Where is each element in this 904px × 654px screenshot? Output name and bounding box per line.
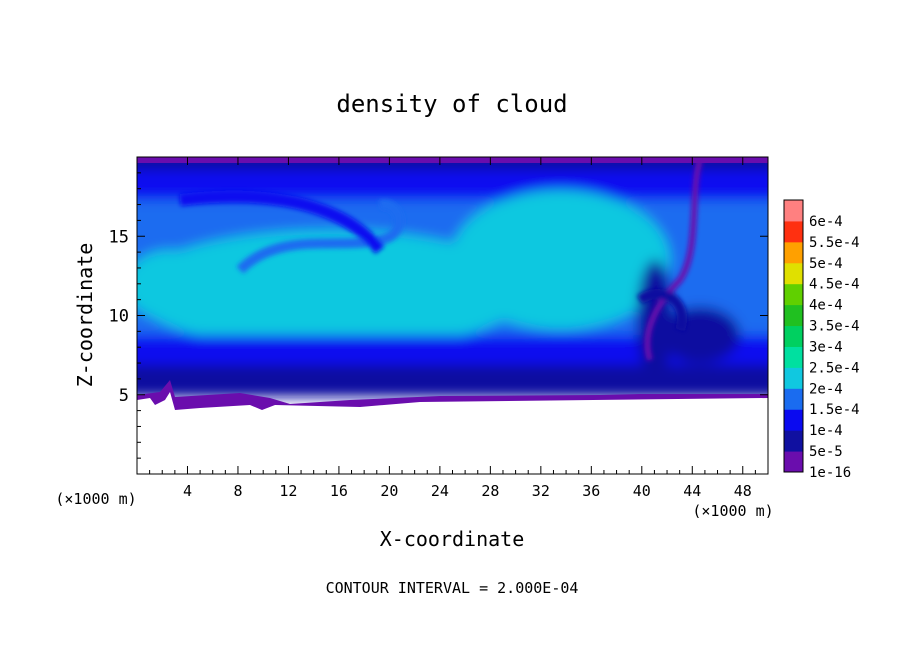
colorbar-label: 5e-4: [809, 256, 843, 272]
field-core-right: [450, 190, 670, 330]
x-tick-label: 48: [734, 482, 752, 500]
colorbar-label: 3e-4: [809, 339, 843, 355]
swirl-filament-2: [179, 190, 385, 254]
colorbar-label: 1e-16: [809, 465, 851, 481]
y-tick-label: 10: [109, 307, 129, 327]
heatmap-field: [137, 157, 768, 474]
colorbar-swatch: [784, 388, 803, 410]
x-tick-label: 24: [431, 482, 449, 500]
colorbar-label: 1.5e-4: [809, 402, 860, 418]
colorbar-swatch: [784, 325, 803, 347]
colorbar-swatch: [784, 430, 803, 452]
colorbar-label: 3.5e-4: [809, 319, 860, 335]
colorbar-swatch: [784, 241, 803, 264]
x-tick-label: 16: [330, 482, 348, 500]
colorbar-swatch: [784, 262, 803, 285]
no-cloud-region: [137, 392, 768, 474]
y-unit-label: (×1000 m): [55, 490, 136, 508]
colorbar: 1e-16 5e-5 1e-4 1.5e-4 2e-4 2.5e-4 3e-4 3.5e-4 4…: [783, 199, 860, 481]
colorbar-label: 4.5e-4: [809, 277, 860, 293]
contour-interval-note: CONTOUR INTERVAL = 2.000E-04: [326, 579, 579, 597]
colorbar-label: 5.5e-4: [809, 235, 860, 251]
colorbar-swatch: [784, 200, 803, 222]
x-tick-label: 20: [380, 482, 398, 500]
colorbar-swatch: [784, 367, 803, 389]
x-tick-label: 36: [582, 482, 600, 500]
x-tick-label: 28: [481, 482, 499, 500]
colorbar-swatch: [784, 346, 803, 368]
top-edge-purple: [137, 157, 768, 163]
y-axis-label: Z-coordinate: [73, 243, 97, 388]
colorbar-label: 2e-4: [809, 381, 843, 397]
colorbar-swatch: [784, 304, 803, 327]
x-axis-ticks: 4 8 12 16 20 24 28 32 36 40 44 48: [149, 157, 756, 500]
colorbar-label: 6e-4: [809, 214, 843, 230]
colorbar-frame: [783, 199, 804, 473]
colorbar-swatch: [784, 283, 803, 306]
y-tick-label: 15: [109, 227, 129, 247]
updraft-core: [637, 289, 687, 332]
colorbar-swatch: [784, 220, 803, 243]
x-axis-label: X-coordinate: [380, 527, 525, 551]
field-core-west: [137, 250, 215, 320]
x-tick-label: 44: [683, 482, 701, 500]
y-tick-label: 5: [119, 386, 129, 406]
field-core-left: [137, 230, 530, 350]
field-updraft-right: [660, 307, 740, 363]
x-tick-label: 40: [633, 482, 651, 500]
x-unit-label: (×1000 m): [692, 502, 773, 520]
x-tick-label: 8: [233, 482, 242, 500]
colorbar-label: 5e-5: [809, 444, 843, 460]
colorbar-swatch: [784, 409, 803, 431]
colorbar-label: 2.5e-4: [809, 360, 860, 376]
x-tick-label: 12: [279, 482, 297, 500]
y-axis-ticks: 5 10 15: [109, 172, 768, 459]
chart-title: density of cloud: [336, 90, 567, 118]
colorbar-label: 1e-4: [809, 423, 843, 439]
x-tick-label: 32: [532, 482, 550, 500]
updraft-plume: [644, 159, 703, 361]
colorbar-swatch: [784, 451, 803, 473]
colorbar-label: 4e-4: [809, 298, 843, 314]
x-tick-label: 4: [183, 482, 192, 500]
field-base-band: [137, 365, 768, 397]
